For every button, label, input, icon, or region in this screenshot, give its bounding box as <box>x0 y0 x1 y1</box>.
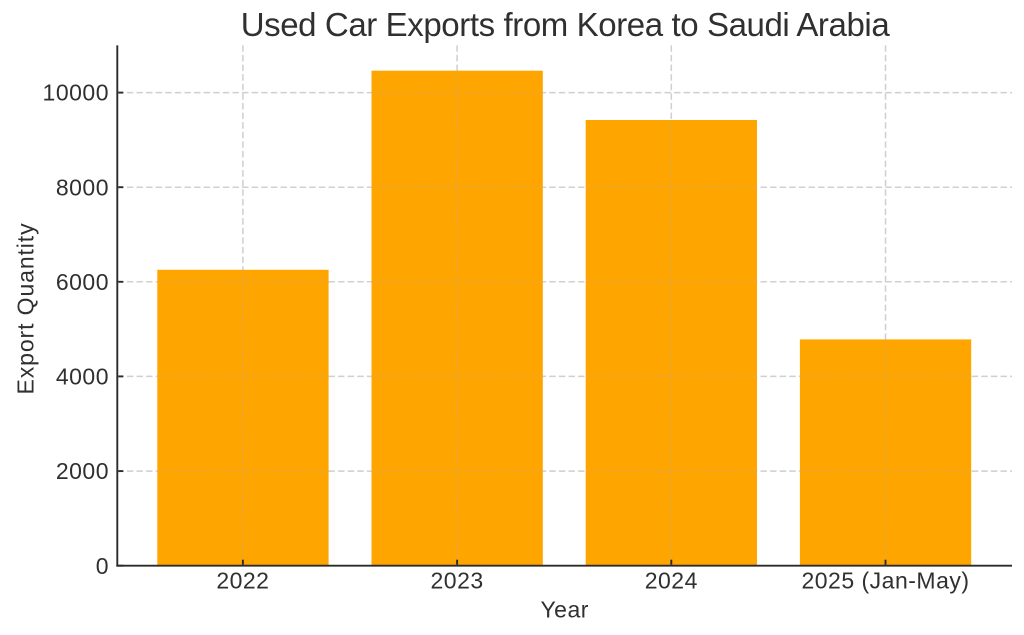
svg-text:6000: 6000 <box>56 269 109 295</box>
svg-text:2000: 2000 <box>56 458 109 484</box>
svg-text:2022: 2022 <box>216 568 269 594</box>
svg-text:2023: 2023 <box>431 568 484 594</box>
svg-text:Year: Year <box>540 597 588 623</box>
svg-text:0: 0 <box>96 553 109 579</box>
svg-text:8000: 8000 <box>56 174 109 200</box>
svg-text:2025 (Jan-May): 2025 (Jan-May) <box>801 568 969 594</box>
svg-text:4000: 4000 <box>56 364 109 390</box>
svg-text:2024: 2024 <box>645 568 698 594</box>
svg-text:10000: 10000 <box>43 80 109 106</box>
svg-text:Used Car Exports from Korea to: Used Car Exports from Korea to Saudi Ara… <box>241 6 891 43</box>
svg-text:Export Quantity: Export Quantity <box>13 222 39 394</box>
